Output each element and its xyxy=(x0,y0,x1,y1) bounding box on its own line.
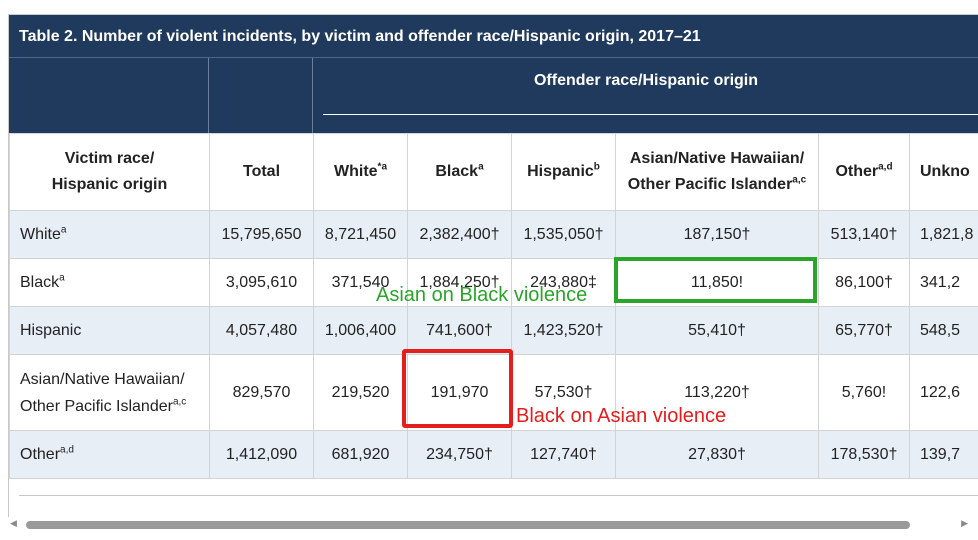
table-cell: 2,382,400† xyxy=(407,210,512,259)
row-label-asian: Asian/Native Hawaiian/ Other Pacific Isl… xyxy=(9,354,210,431)
col-header-white-label: White xyxy=(334,163,378,180)
table-cell: 219,520 xyxy=(313,354,408,431)
col-header-victim-line1: Victim race/ xyxy=(64,150,155,167)
table-cell: 1,535,050† xyxy=(511,210,616,259)
band-divider xyxy=(312,58,313,133)
table-cell: 122,6 xyxy=(909,354,978,431)
table-cell: 829,570 xyxy=(209,354,314,431)
group-header-band: Offender race/Hispanic origin xyxy=(9,58,978,133)
table-cell: 4,057,480 xyxy=(209,306,314,355)
table-cell: 681,920 xyxy=(313,430,408,479)
table-row: Othera,d 1,412,090 681,920 234,750† 127,… xyxy=(9,430,978,479)
annotation-label-green: Asian on Black violence xyxy=(376,284,588,306)
data-table: Victim race/ Hispanic origin Total White… xyxy=(9,133,978,479)
col-header-asian: Asian/Native Hawaiian/ Other Pacific Isl… xyxy=(615,133,819,211)
col-header-total-label: Total xyxy=(242,163,281,180)
table-cell: 15,795,650 xyxy=(209,210,314,259)
table-cell: 741,600† xyxy=(407,306,512,355)
table-cell: 65,770† xyxy=(818,306,910,355)
footnote-marker: a xyxy=(59,272,65,284)
footnote-marker: a xyxy=(60,224,67,236)
row-label-text: White xyxy=(20,226,61,243)
col-header-unknown: Unkno xyxy=(909,133,978,211)
col-header-asian-line1: Asian/Native Hawaiian/ xyxy=(629,150,805,167)
col-header-white: White*a xyxy=(313,133,408,211)
annotation-label-red: Black on Asian violence xyxy=(516,405,727,427)
table-cell: 8,721,450 xyxy=(313,210,408,259)
table-cell-highlighted-red: 191,970 xyxy=(407,354,512,431)
table-cell: 187,150† xyxy=(615,210,819,259)
table-cell: 86,100† xyxy=(818,258,910,307)
table-cell: 234,750† xyxy=(407,430,512,479)
row-label-line2: Other Pacific Islander xyxy=(20,397,173,415)
table-frame: Table 2. Number of violent incidents, by… xyxy=(8,14,978,517)
table-cell-highlighted-green: 11,850! xyxy=(615,258,819,307)
table-title-text: Table 2. Number of violent incidents, by… xyxy=(19,28,701,45)
table-cell: 127,740† xyxy=(511,430,616,479)
col-header-hispanic: Hispanicb xyxy=(511,133,616,211)
footnote-marker: a,c xyxy=(792,174,807,186)
table-cell: 3,095,610 xyxy=(209,258,314,307)
table-cell: 1,412,090 xyxy=(209,430,314,479)
column-header-row: Victim race/ Hispanic origin Total White… xyxy=(9,133,978,211)
table-cell: 1,423,520† xyxy=(511,306,616,355)
footnote-marker: a,c xyxy=(172,396,187,408)
table-cell: 27,830† xyxy=(615,430,819,479)
offender-group-header: Offender race/Hispanic origin xyxy=(533,72,759,89)
highlight-box-red xyxy=(402,349,513,428)
footnote-marker: b xyxy=(593,161,600,173)
row-label-white: Whitea xyxy=(9,210,210,259)
title-divider xyxy=(9,57,978,58)
table-cell: 57,530† xyxy=(511,354,616,431)
col-header-hispanic-label: Hispanic xyxy=(527,163,594,180)
table-cell: 371,540 xyxy=(313,258,408,307)
col-header-black: Blacka xyxy=(407,133,512,211)
highlight-box-green xyxy=(614,257,817,303)
footnote-marker: a xyxy=(478,161,484,173)
table-cell: 113,220† xyxy=(615,354,819,431)
table-cell: 1,006,400 xyxy=(313,306,408,355)
table-cell: 5,760! xyxy=(818,354,910,431)
scrollbar-thumb[interactable] xyxy=(26,521,910,529)
col-header-asian-line2: Other Pacific Islander xyxy=(627,176,793,193)
row-label-text: Other xyxy=(20,446,61,463)
row-label-black: Blacka xyxy=(9,258,210,307)
table-row: Whitea 15,795,650 8,721,450 2,382,400† 1… xyxy=(9,210,978,259)
row-label-hispanic: Hispanic xyxy=(9,306,210,355)
col-header-other-label: Other xyxy=(835,163,879,180)
col-header-unknown-label: Unkno xyxy=(920,163,970,180)
table-cell: 1,821,8 xyxy=(909,210,978,259)
col-header-black-label: Black xyxy=(435,163,479,180)
table-cell: 548,5 xyxy=(909,306,978,355)
table-row: Blacka 3,095,610 371,540 1,884,250† 243,… xyxy=(9,258,978,307)
table-cell: 341,2 xyxy=(909,258,978,307)
footnote-marker: a,d xyxy=(60,444,74,456)
table-bottom-rule xyxy=(19,495,978,496)
table-cell: 243,880‡ xyxy=(511,258,616,307)
group-header-underline xyxy=(323,114,978,115)
table-title: Table 2. Number of violent incidents, by… xyxy=(9,15,978,58)
row-label-text: Black xyxy=(20,274,60,291)
col-header-total: Total xyxy=(209,133,314,211)
triangle-right-icon[interactable]: ▶ xyxy=(961,518,968,528)
table-cell: 1,884,250† xyxy=(407,258,512,307)
footnote-marker: a,d xyxy=(878,161,893,173)
col-header-victim-line2: Hispanic origin xyxy=(51,176,168,193)
row-label-other: Othera,d xyxy=(9,430,210,479)
table-row: Asian/Native Hawaiian/ Other Pacific Isl… xyxy=(9,354,978,431)
col-header-other: Othera,d xyxy=(818,133,910,211)
table-cell: 178,530† xyxy=(818,430,910,479)
triangle-left-icon[interactable]: ◀ xyxy=(10,518,17,528)
row-label-line1: Asian/Native Hawaiian/ xyxy=(20,370,185,388)
table-cell: 513,140† xyxy=(818,210,910,259)
footnote-marker: *a xyxy=(377,161,387,173)
table-cell: 139,7 xyxy=(909,430,978,479)
table-row: Hispanic 4,057,480 1,006,400 741,600† 1,… xyxy=(9,306,978,355)
band-divider xyxy=(208,58,209,133)
horizontal-scrollbar[interactable]: ◀ ▶ xyxy=(8,516,968,533)
row-label-text: Hispanic xyxy=(20,322,82,339)
col-header-victim: Victim race/ Hispanic origin xyxy=(9,133,210,211)
table-cell: 55,410† xyxy=(615,306,819,355)
